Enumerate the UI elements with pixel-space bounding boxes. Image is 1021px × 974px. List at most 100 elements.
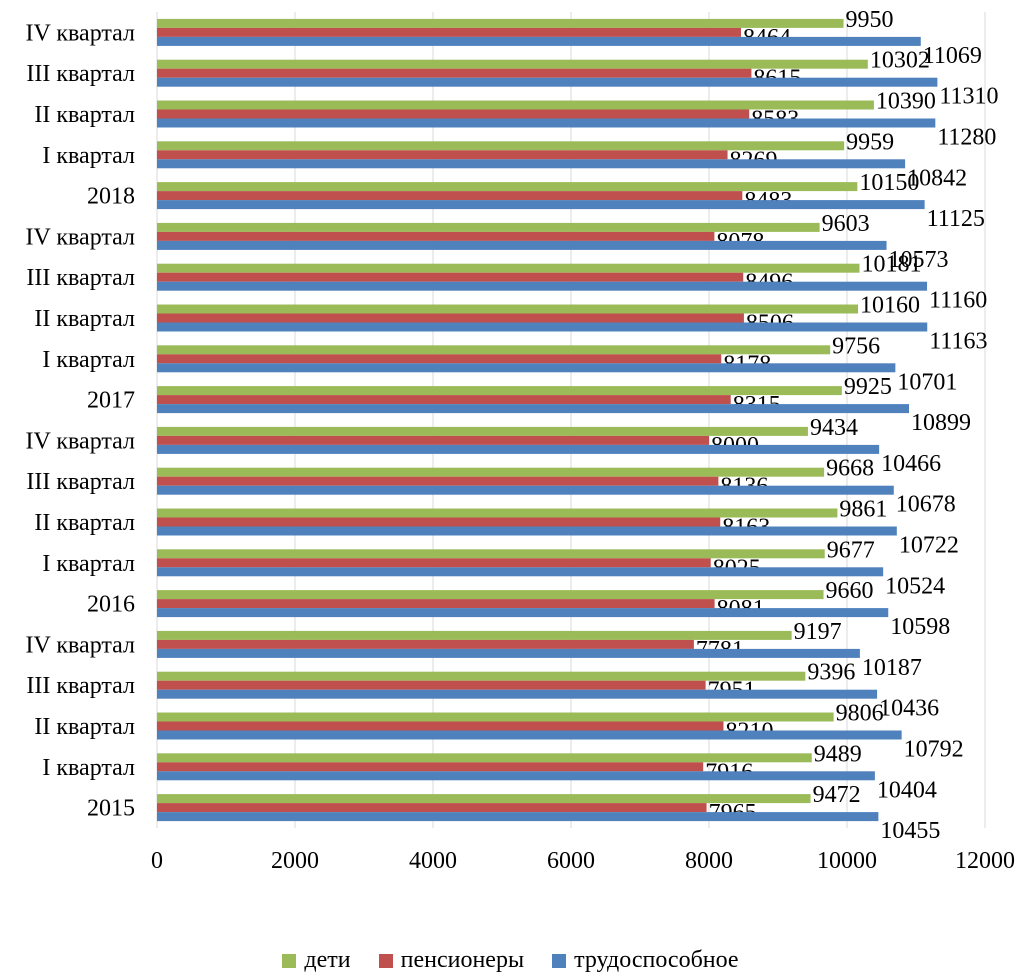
data-label: 9660	[826, 578, 874, 604]
data-label: 11069	[923, 43, 982, 69]
bar	[157, 753, 812, 763]
data-label: 10150	[859, 170, 919, 196]
bar	[157, 68, 752, 78]
data-label: 9756	[832, 333, 880, 359]
bar	[157, 608, 889, 618]
bar	[157, 803, 707, 813]
bar	[157, 191, 743, 201]
data-label: 9472	[813, 782, 861, 808]
data-label: 10678	[896, 492, 956, 518]
category-label: III квартал	[26, 673, 135, 699]
data-label: 10792	[904, 737, 964, 763]
category-label: IV квартал	[25, 224, 135, 250]
bar	[157, 558, 711, 568]
legend-swatch-working-age	[552, 953, 567, 968]
bar	[157, 485, 894, 495]
bar	[157, 77, 938, 87]
bar	[157, 508, 838, 518]
category-label: IV квартал	[25, 20, 135, 46]
category-label: 2018	[87, 184, 135, 210]
bar	[157, 159, 906, 169]
data-label: 11280	[937, 125, 996, 151]
bar	[157, 812, 879, 822]
data-label: 10160	[860, 293, 920, 319]
data-label: 9950	[846, 7, 894, 33]
data-label: 10524	[885, 573, 945, 599]
bar	[157, 100, 874, 110]
category-label: III квартал	[26, 469, 135, 495]
x-tick-label: 4000	[409, 848, 457, 874]
bar	[157, 517, 721, 527]
legend: дети пенсионеры трудоспособное	[0, 947, 1021, 974]
bar	[157, 36, 921, 46]
data-label: 9197	[794, 619, 842, 645]
bar	[157, 354, 722, 364]
bar	[157, 771, 875, 781]
bar	[157, 27, 742, 37]
category-label: 2017	[87, 388, 135, 414]
data-label: 10466	[881, 451, 941, 477]
bar	[157, 141, 845, 151]
bar	[157, 345, 831, 355]
category-label: IV квартал	[25, 632, 135, 658]
legend-item-children: дети	[282, 947, 351, 974]
bar	[157, 590, 824, 600]
bar	[157, 304, 859, 314]
data-label: 11310	[939, 84, 998, 110]
data-label: 10302	[870, 48, 930, 74]
data-label: 10899	[911, 410, 971, 436]
legend-label-children: дети	[304, 947, 351, 973]
bar	[157, 599, 715, 609]
category-label: II квартал	[34, 510, 135, 536]
data-label: 9925	[844, 374, 892, 400]
data-label: 10598	[890, 614, 950, 640]
data-label: 10181	[861, 252, 921, 278]
category-label: III квартал	[26, 265, 135, 291]
data-label: 9603	[822, 211, 870, 237]
data-label: 9668	[826, 456, 874, 482]
bar	[157, 630, 792, 640]
x-tick-label: 6000	[547, 848, 595, 874]
category-label: II квартал	[34, 306, 135, 332]
category-label: II квартал	[34, 102, 135, 128]
legend-label-working-age: трудоспособное	[574, 947, 739, 973]
data-label: 9434	[810, 415, 858, 441]
category-label: II квартал	[34, 714, 135, 740]
category-label: 2015	[87, 796, 135, 822]
bar	[157, 59, 868, 69]
bar	[157, 762, 704, 772]
category-label: IV квартал	[25, 428, 135, 454]
bar	[157, 231, 715, 241]
bar	[157, 313, 744, 323]
data-label: 9489	[814, 741, 862, 767]
data-label: 10404	[877, 777, 937, 803]
category-label: III квартал	[26, 61, 135, 87]
bar	[157, 18, 844, 28]
x-tick-label: 2000	[271, 848, 319, 874]
data-label: 10722	[899, 533, 959, 559]
bar	[157, 639, 694, 649]
bar	[157, 263, 860, 273]
legend-label-pensioners: пенсионеры	[400, 947, 525, 973]
bar	[157, 567, 884, 577]
data-label: 11160	[929, 288, 987, 314]
data-label: 9861	[839, 497, 887, 523]
bar	[157, 240, 887, 250]
bar	[157, 222, 820, 232]
bar	[157, 680, 706, 690]
category-label: 2016	[87, 592, 135, 618]
bar	[157, 712, 834, 722]
bar	[157, 404, 910, 414]
data-label: 10390	[876, 89, 936, 115]
bar	[157, 671, 806, 681]
data-label: 11163	[929, 329, 987, 355]
data-label: 10573	[889, 247, 949, 273]
bar	[157, 150, 728, 160]
data-label: 11125	[927, 206, 985, 232]
bar	[157, 467, 825, 477]
bar	[157, 549, 825, 559]
bar	[157, 118, 936, 128]
data-label: 10187	[862, 655, 922, 681]
